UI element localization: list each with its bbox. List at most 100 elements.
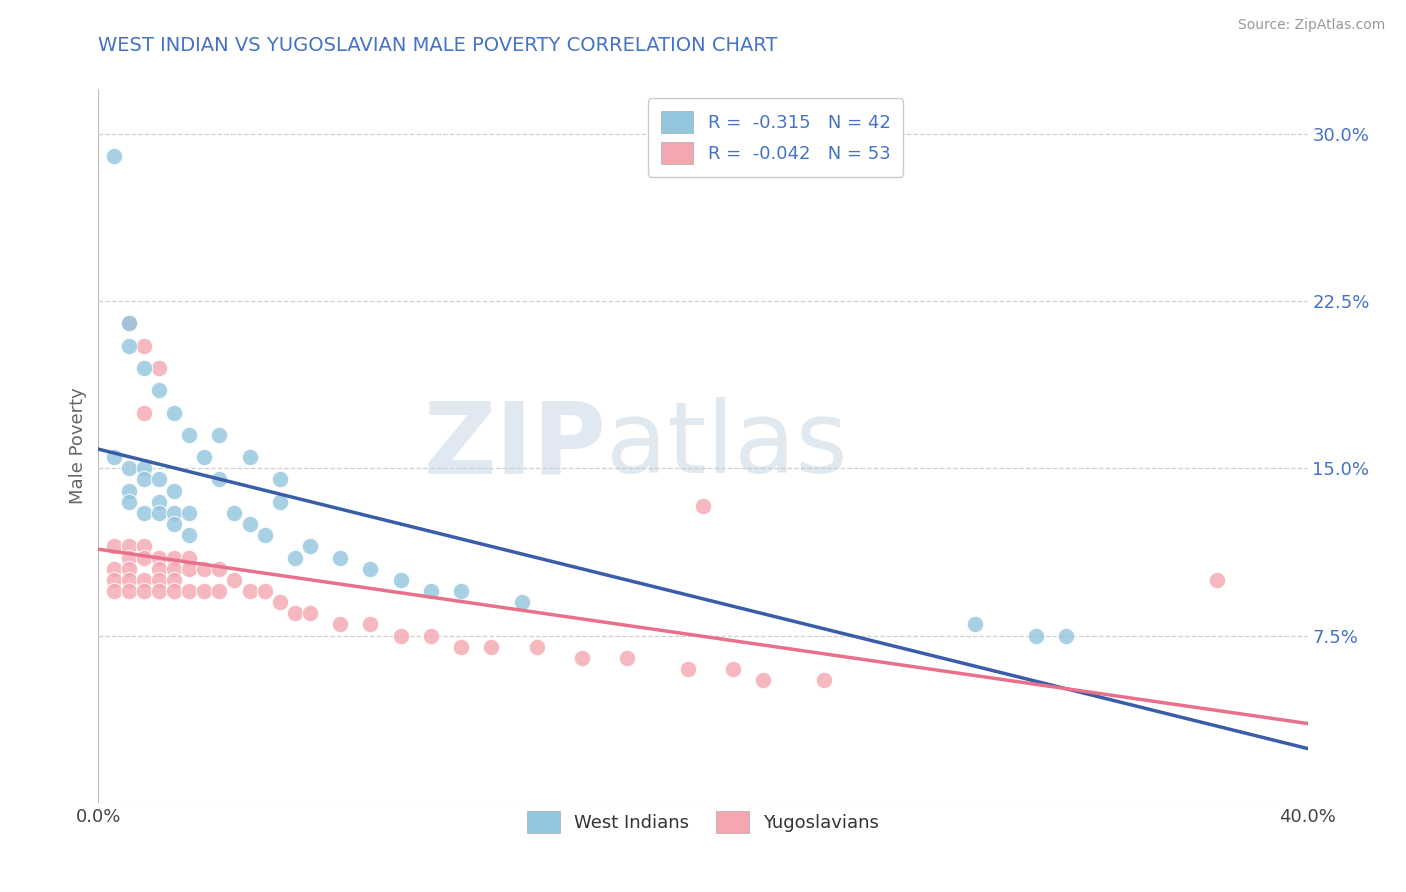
Point [163, 405, 186, 419]
Point [193, 583, 215, 598]
Point [676, 662, 699, 676]
Point [253, 583, 276, 598]
Point [163, 562, 186, 576]
Point [148, 583, 170, 598]
Point [420, 628, 443, 642]
Point [571, 651, 593, 665]
Point [253, 528, 276, 542]
Point [208, 427, 231, 442]
Point [284, 550, 307, 565]
Point [269, 494, 291, 508]
Point [148, 360, 170, 375]
Point [118, 461, 141, 475]
Point [224, 506, 246, 520]
Point [193, 450, 215, 464]
Legend: West Indians, Yugoslavians: West Indians, Yugoslavians [520, 804, 886, 840]
Point [239, 516, 262, 531]
Point [208, 583, 231, 598]
Point [132, 539, 155, 553]
Point [360, 562, 382, 576]
Point [148, 384, 170, 398]
Point [965, 617, 987, 632]
Point [239, 583, 262, 598]
Point [148, 506, 170, 520]
Point [329, 617, 352, 632]
Point [813, 673, 835, 687]
Point [148, 573, 170, 587]
Text: WEST INDIAN VS YUGOSLAVIAN MALE POVERTY CORRELATION CHART: WEST INDIAN VS YUGOSLAVIAN MALE POVERTY … [98, 36, 778, 54]
Point [179, 583, 201, 598]
Point [450, 583, 472, 598]
Point [389, 573, 412, 587]
Point [389, 628, 412, 642]
Point [118, 483, 141, 498]
Point [132, 573, 155, 587]
Point [148, 473, 170, 487]
Point [103, 450, 125, 464]
Point [179, 550, 201, 565]
Point [616, 651, 638, 665]
Point [1024, 628, 1046, 642]
Point [132, 506, 155, 520]
Point [179, 506, 201, 520]
Point [163, 550, 186, 565]
Point [103, 583, 125, 598]
Point [239, 450, 262, 464]
Point [118, 583, 141, 598]
Point [132, 473, 155, 487]
Point [450, 640, 472, 654]
Point [179, 562, 201, 576]
Point [118, 573, 141, 587]
Point [420, 583, 443, 598]
Point [224, 573, 246, 587]
Point [148, 562, 170, 576]
Point [132, 550, 155, 565]
Point [208, 562, 231, 576]
Text: Source: ZipAtlas.com: Source: ZipAtlas.com [1237, 18, 1385, 32]
Point [118, 550, 141, 565]
Point [163, 583, 186, 598]
Point [1054, 628, 1077, 642]
Point [299, 607, 322, 621]
Point [692, 499, 714, 513]
Point [284, 607, 307, 621]
Point [269, 473, 291, 487]
Point [752, 673, 775, 687]
Point [208, 473, 231, 487]
Point [132, 360, 155, 375]
Point [103, 573, 125, 587]
Point [118, 494, 141, 508]
Point [132, 583, 155, 598]
Point [132, 405, 155, 419]
Point [118, 539, 141, 553]
Point [163, 506, 186, 520]
Point [148, 550, 170, 565]
Point [193, 562, 215, 576]
Text: ZIP: ZIP [423, 398, 606, 494]
Text: atlas: atlas [606, 398, 848, 494]
Point [132, 338, 155, 352]
Point [118, 338, 141, 352]
Point [179, 528, 201, 542]
Point [299, 539, 322, 553]
Point [179, 427, 201, 442]
Point [163, 483, 186, 498]
Point [723, 662, 745, 676]
Point [132, 461, 155, 475]
Point [163, 573, 186, 587]
Point [118, 316, 141, 330]
Point [329, 550, 352, 565]
Point [163, 516, 186, 531]
Point [1206, 573, 1229, 587]
Point [103, 149, 125, 163]
Point [360, 617, 382, 632]
Point [526, 640, 548, 654]
Point [269, 595, 291, 609]
Point [103, 539, 125, 553]
Point [510, 595, 533, 609]
Point [481, 640, 503, 654]
Point [148, 494, 170, 508]
Point [103, 562, 125, 576]
Y-axis label: Male Poverty: Male Poverty [69, 388, 87, 504]
Point [118, 316, 141, 330]
